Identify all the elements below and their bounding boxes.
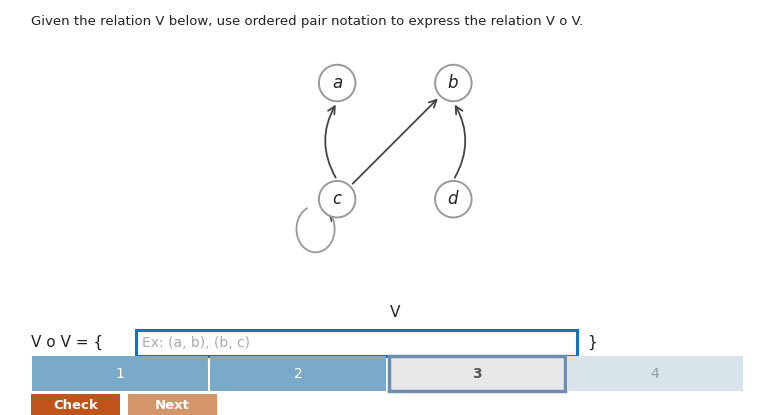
Circle shape xyxy=(435,65,472,101)
FancyArrowPatch shape xyxy=(455,106,465,178)
Text: 1: 1 xyxy=(115,366,125,381)
FancyBboxPatch shape xyxy=(32,356,208,391)
FancyBboxPatch shape xyxy=(31,394,120,415)
FancyBboxPatch shape xyxy=(567,356,743,391)
Text: Ex: (a, b), (b, c): Ex: (a, b), (b, c) xyxy=(143,336,250,349)
FancyBboxPatch shape xyxy=(388,356,565,391)
Text: V o V = {: V o V = { xyxy=(31,335,103,350)
Circle shape xyxy=(319,65,356,101)
Circle shape xyxy=(435,181,472,217)
Text: $b$: $b$ xyxy=(447,74,460,92)
Text: 4: 4 xyxy=(650,366,660,381)
FancyBboxPatch shape xyxy=(136,330,577,356)
Text: $c$: $c$ xyxy=(332,191,343,208)
Text: V: V xyxy=(390,305,401,320)
Text: $a$: $a$ xyxy=(332,75,343,91)
Text: Next: Next xyxy=(155,399,190,412)
FancyBboxPatch shape xyxy=(210,356,387,391)
Text: 2: 2 xyxy=(294,366,303,381)
Text: Given the relation V below, use ordered pair notation to express the relation V : Given the relation V below, use ordered … xyxy=(31,15,583,27)
Circle shape xyxy=(319,181,356,217)
Text: $d$: $d$ xyxy=(447,190,460,208)
Text: Check: Check xyxy=(53,399,98,412)
Text: }: } xyxy=(587,335,597,350)
Text: 3: 3 xyxy=(472,366,481,381)
FancyBboxPatch shape xyxy=(128,394,217,415)
FancyArrowPatch shape xyxy=(326,106,336,178)
